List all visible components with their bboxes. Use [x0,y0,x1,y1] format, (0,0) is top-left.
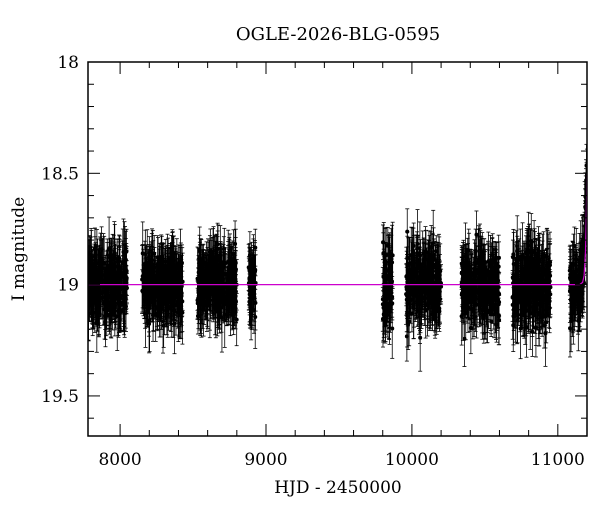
data-point [112,301,117,306]
data-point [91,295,96,300]
data-point [234,317,239,322]
data-point [168,296,173,301]
data-point [122,251,127,256]
data-point [230,298,235,303]
data-point [107,255,112,260]
data-point [118,303,123,308]
data-point [387,301,392,306]
data-point [213,303,218,308]
data-point [227,285,232,290]
data-point [207,302,212,307]
data-point [418,335,423,340]
data-point [154,292,159,297]
data-point [165,277,170,282]
data-point [211,257,216,262]
data-point [89,256,94,261]
data-point [195,313,200,318]
data-point [227,270,232,275]
data-point [206,273,211,278]
data-point [145,261,150,266]
data-point [177,285,182,290]
data-point [155,311,160,316]
data-point [201,303,206,308]
data-point [233,267,238,272]
data-point [198,267,203,272]
data-point [227,261,232,266]
data-point [389,251,394,256]
data-point [195,276,200,281]
data-point [91,300,96,305]
data-point [107,294,112,299]
data-point [248,290,253,295]
data-point [170,262,175,267]
data-point [383,313,388,318]
data-point [207,269,212,274]
data-point [177,268,182,273]
data-point [101,290,106,295]
data-point [385,292,390,297]
data-point [152,298,157,303]
data-point [169,274,174,279]
data-point [172,321,177,326]
data-point [231,273,236,278]
data-point [179,304,184,309]
data-point [122,275,127,280]
data-point [115,284,120,289]
data-point [195,298,200,303]
data-point [100,260,105,265]
data-point [219,315,224,320]
data-point [253,245,258,250]
chart-title: OGLE-2026-BLG-0595 [236,24,440,45]
data-point [390,326,395,331]
data-point [93,258,98,263]
data-point [176,277,181,282]
data-point [120,286,125,291]
data-point [409,311,414,316]
data-point [115,272,120,277]
data-point [252,295,257,300]
data-point [112,251,117,256]
data-point [109,289,114,294]
data-point [162,300,167,305]
data-point [171,255,176,260]
data-point [172,286,177,291]
data-point [95,300,100,305]
data-point [204,303,209,308]
data-point [165,290,170,295]
data-point [161,323,166,328]
data-point [247,299,252,304]
data-point [251,290,256,295]
data-point [425,287,430,292]
data-point [417,253,422,258]
data-point [103,295,108,300]
data-point [97,291,102,296]
data-point [146,279,151,284]
data-point [176,310,181,315]
data-point [140,288,145,293]
data-point [150,290,155,295]
data-point [167,286,172,291]
data-point [123,304,128,309]
data-point [215,246,220,251]
data-point [157,289,162,294]
data-point [169,301,174,306]
data-point [383,274,388,279]
data-point [142,271,147,276]
data-point [222,246,227,251]
data-point [149,265,154,270]
data-points-layer [88,143,587,372]
data-point [211,298,216,303]
data-point [161,289,166,294]
data-point [173,263,178,268]
data-point [143,311,148,316]
data-point [219,260,224,265]
data-point [216,283,221,288]
data-point [198,302,203,307]
